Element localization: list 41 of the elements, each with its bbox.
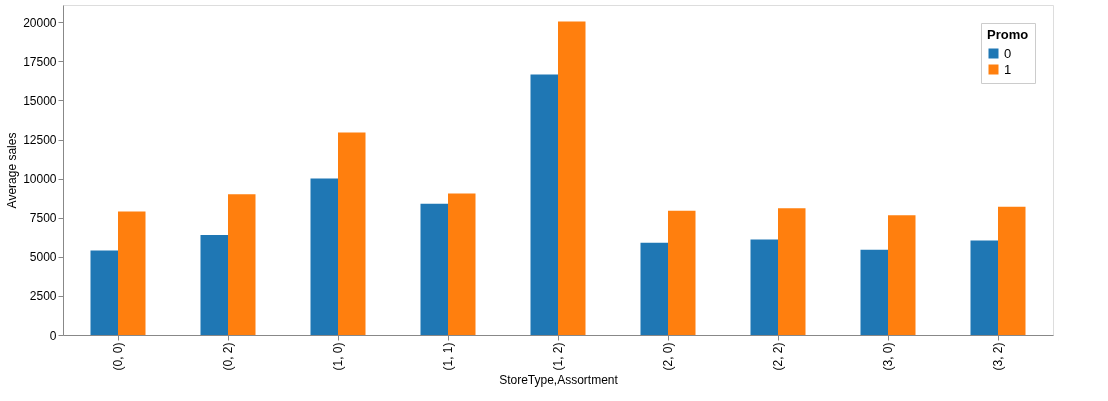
- bar: [558, 21, 586, 335]
- bar: [970, 240, 998, 335]
- bar: [860, 249, 888, 335]
- bar: [668, 210, 696, 335]
- x-tick-label: (3, 0): [881, 342, 895, 371]
- bar: [228, 194, 256, 335]
- y-tick-label: 2500: [29, 289, 57, 304]
- y-tick-label: 7500: [29, 211, 57, 226]
- x-tick-label: (1, 0): [331, 342, 345, 371]
- y-tick-label: 17500: [23, 54, 57, 69]
- bar: [448, 193, 476, 335]
- bar: [640, 242, 668, 335]
- bar: [998, 206, 1026, 335]
- y-axis-title: Average sales: [5, 132, 20, 209]
- bar: [778, 208, 806, 335]
- bar: [118, 211, 146, 335]
- y-tick-label: 15000: [23, 93, 57, 108]
- y-tick-label: 0: [49, 328, 57, 343]
- bar: [200, 234, 228, 335]
- x-tick-label: (1, 2): [551, 342, 565, 371]
- x-tick-label: (3, 2): [991, 342, 1005, 371]
- x-axis-title: StoreType,Assortment: [499, 372, 619, 387]
- bar: [750, 239, 778, 335]
- legend-title: Promo: [987, 27, 1029, 42]
- x-tick-label: (2, 0): [661, 342, 675, 371]
- x-tick-label: (0, 2): [221, 342, 235, 371]
- bar: [530, 74, 558, 335]
- bar: [338, 132, 366, 335]
- x-tick-label: (0, 0): [111, 342, 125, 371]
- y-tick-label: 12500: [23, 133, 57, 147]
- bar: [310, 178, 338, 335]
- y-tick-label: 5000: [29, 250, 57, 265]
- x-tick-label: (1, 1): [441, 342, 455, 371]
- x-tick-label: (2, 2): [771, 342, 785, 371]
- bar: [420, 203, 448, 335]
- bar: [90, 250, 118, 335]
- bar: [888, 215, 916, 335]
- y-tick-label: 20000: [23, 15, 57, 30]
- legend-label: 1: [1004, 61, 1012, 77]
- y-tick-label: 10000: [23, 172, 57, 187]
- legend-label: 0: [1004, 45, 1012, 61]
